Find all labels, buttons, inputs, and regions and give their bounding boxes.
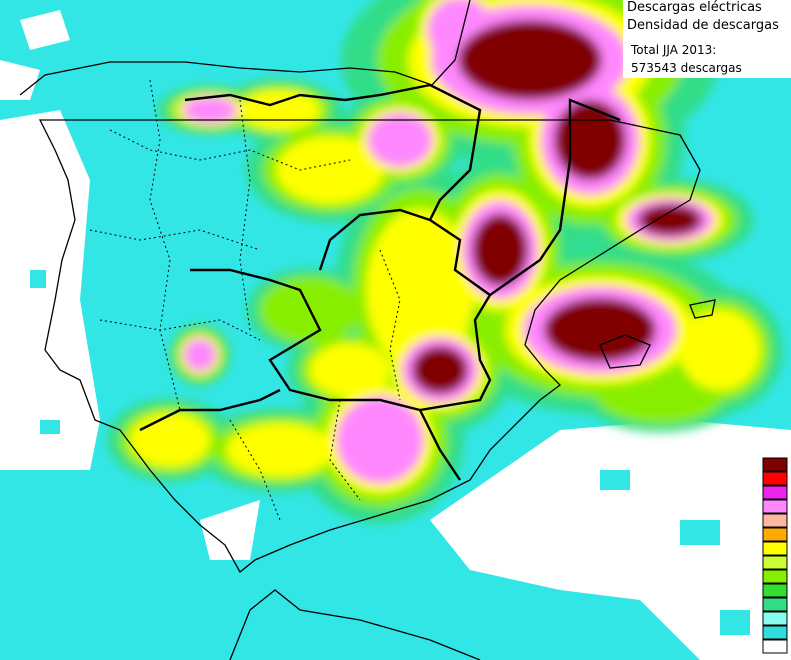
density-blob bbox=[182, 96, 238, 124]
legend-swatch bbox=[762, 485, 788, 500]
region-borders bbox=[139, 83, 621, 481]
legend-swatch bbox=[762, 597, 788, 612]
legend-swatch bbox=[762, 541, 788, 556]
legend-swatch bbox=[762, 527, 788, 542]
legend-swatch bbox=[762, 625, 788, 640]
info-box: Descargas eléctricas Densidad de descarg… bbox=[623, 0, 791, 78]
density-blob bbox=[276, 136, 384, 204]
province-borders bbox=[89, 79, 401, 521]
density-blob bbox=[366, 209, 474, 371]
legend-swatch bbox=[762, 611, 788, 626]
density-blob bbox=[472, 214, 528, 286]
legend-swatch bbox=[762, 555, 788, 570]
density-blob bbox=[458, 20, 602, 100]
density-blob bbox=[412, 346, 468, 394]
density-blob bbox=[309, 343, 391, 397]
density-blob bbox=[183, 338, 217, 372]
legend-swatch bbox=[762, 499, 788, 514]
density-field bbox=[107, 0, 783, 524]
subtitle: Densidad de descargas bbox=[627, 18, 779, 33]
density-blob bbox=[336, 396, 424, 484]
legend-swatch bbox=[762, 513, 788, 528]
density-blob bbox=[544, 298, 656, 362]
legend-swatch bbox=[762, 471, 788, 486]
density-blob bbox=[554, 100, 626, 180]
density-blob bbox=[367, 112, 433, 168]
legend bbox=[762, 457, 788, 654]
total-value: 573543 descargas bbox=[631, 61, 742, 75]
density-blob bbox=[226, 423, 334, 477]
density-blob bbox=[638, 204, 702, 236]
total-label: Total JJA 2013: bbox=[631, 43, 717, 57]
legend-swatch bbox=[762, 457, 788, 472]
legend-swatch bbox=[762, 569, 788, 584]
legend-swatch bbox=[762, 639, 788, 654]
density-blob bbox=[679, 309, 761, 391]
no-data-areas bbox=[0, 10, 791, 660]
no-data-patches bbox=[30, 270, 750, 635]
legend-swatch bbox=[762, 583, 788, 598]
density-blob bbox=[129, 413, 211, 467]
coastline bbox=[19, 0, 716, 660]
title: Descargas eléctricas bbox=[627, 0, 762, 15]
